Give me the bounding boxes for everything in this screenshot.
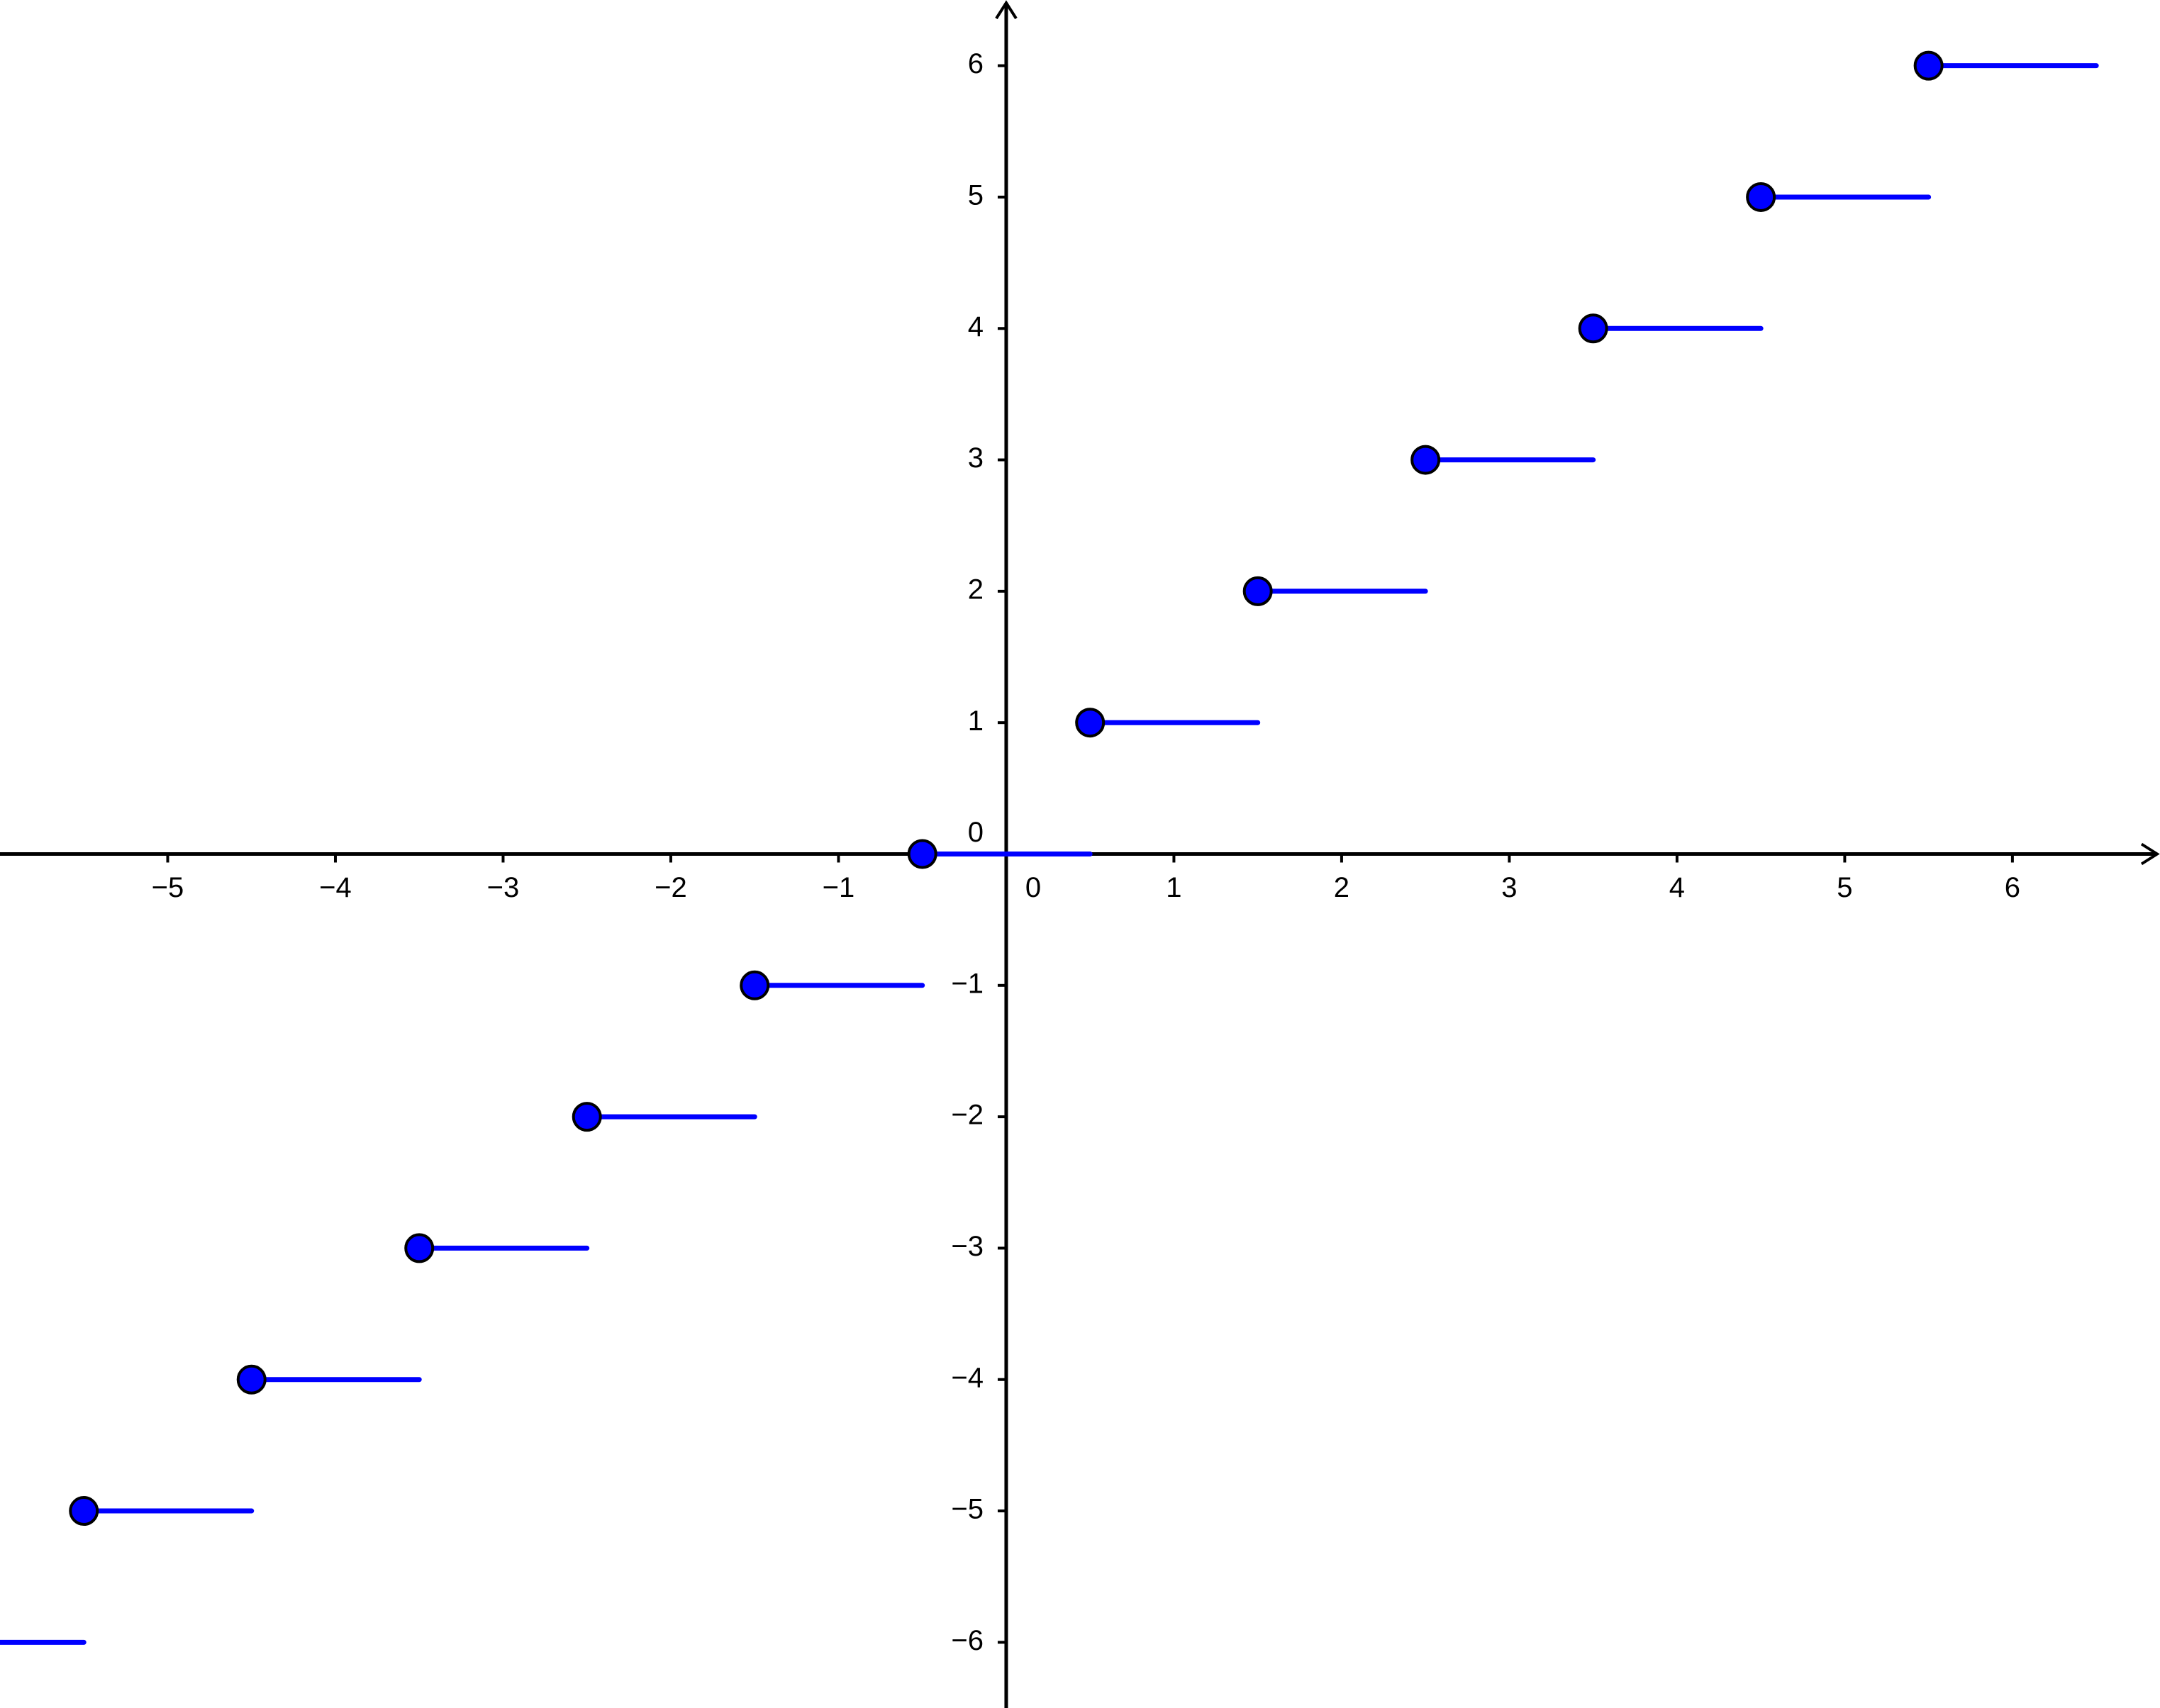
y-tick-label: −2 [951,1100,984,1131]
y-tick-label: −6 [951,1625,984,1656]
closed-endpoint [1578,313,1608,344]
closed-endpoint [236,1364,267,1395]
y-tick-label: 5 [968,180,984,211]
x-tick-label: −2 [655,872,687,903]
y-tick-label: 6 [968,48,984,79]
y-tick-label: −5 [951,1494,984,1525]
x-tick-label: −1 [823,872,855,903]
y-tick-label: −3 [951,1231,984,1262]
x-tick-label: 6 [2005,872,2020,903]
x-tick-label: 5 [1837,872,1852,903]
y-axis-arrow [995,0,1018,20]
y-tick-label: −4 [951,1362,984,1393]
closed-endpoint [69,1496,99,1526]
x-tick-label: −4 [319,872,352,903]
x-tick-label: −5 [152,872,184,903]
closed-endpoint [1242,576,1273,606]
x-tick-label: 2 [1334,872,1349,903]
closed-endpoint [907,839,937,869]
y-tick-label: −1 [951,968,984,999]
x-tick-label: 0 [1025,872,1041,903]
closed-endpoint [1075,708,1106,738]
y-tick-label: 0 [968,817,984,848]
y-tick-label: 4 [968,311,984,342]
x-axis-arrow [2140,842,2160,866]
closed-endpoint [1746,182,1776,212]
closed-endpoint [572,1102,602,1132]
x-tick-label: 4 [1669,872,1685,903]
closed-endpoint [1410,445,1441,475]
closed-endpoint [740,970,770,1000]
y-tick-label: 3 [968,442,984,474]
closed-endpoint [1913,50,1944,81]
y-tick-label: 2 [968,574,984,605]
x-tick-label: 1 [1166,872,1181,903]
y-tick-label: 1 [968,705,984,737]
x-tick-label: −3 [487,872,520,903]
closed-endpoint [404,1233,435,1263]
x-tick-label: 3 [1501,872,1517,903]
